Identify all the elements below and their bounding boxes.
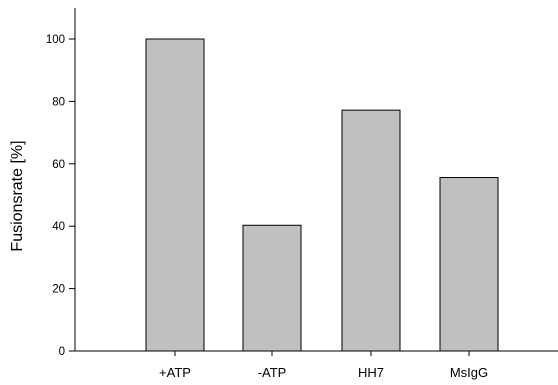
x-category-label-3: MsIgG <box>450 365 488 380</box>
bar-3 <box>439 177 499 352</box>
y-tick-label-2: 40 <box>52 221 65 233</box>
x-category-label-2: HH7 <box>358 365 384 380</box>
bar-0 <box>145 38 205 352</box>
y-tick-label-1: 20 <box>52 284 65 296</box>
x-category-label-0: +ATP <box>159 365 191 380</box>
y-tick-label-0: 0 <box>59 346 65 358</box>
y-tick-label-3: 60 <box>52 159 65 171</box>
bar-2 <box>341 109 401 352</box>
bars-group <box>145 38 499 352</box>
y-tick-label-4: 80 <box>52 96 65 108</box>
bar-1 <box>242 224 302 352</box>
y-tick-label-5: 100 <box>46 34 65 46</box>
x-category-label-1: -ATP <box>258 365 287 380</box>
axes-group: 0 20 40 60 80 100 +ATP -ATP HH7 MsIgG <box>46 8 558 380</box>
y-axis-title: Fusionsrate [%] <box>9 140 26 251</box>
